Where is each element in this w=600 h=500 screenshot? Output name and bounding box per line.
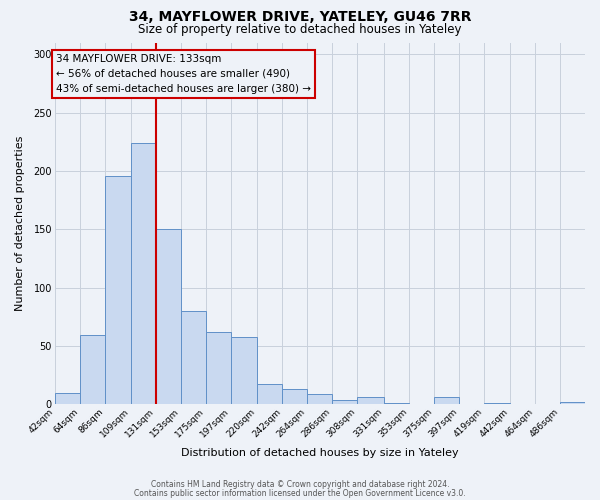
Bar bbox=[358, 398, 383, 404]
Y-axis label: Number of detached properties: Number of detached properties bbox=[15, 136, 25, 311]
Bar bbox=[156, 229, 181, 404]
Bar bbox=[434, 398, 458, 404]
Text: Size of property relative to detached houses in Yateley: Size of property relative to detached ho… bbox=[138, 22, 462, 36]
X-axis label: Distribution of detached houses by size in Yateley: Distribution of detached houses by size … bbox=[181, 448, 458, 458]
Bar bbox=[283, 389, 307, 404]
Bar bbox=[484, 403, 510, 404]
Bar bbox=[131, 143, 156, 405]
Bar bbox=[181, 311, 206, 404]
Bar bbox=[560, 402, 585, 404]
Bar bbox=[55, 392, 80, 404]
Bar bbox=[105, 176, 131, 404]
Bar bbox=[332, 400, 358, 404]
Bar bbox=[307, 394, 332, 404]
Bar bbox=[231, 336, 257, 404]
Text: 34 MAYFLOWER DRIVE: 133sqm
← 56% of detached houses are smaller (490)
43% of sem: 34 MAYFLOWER DRIVE: 133sqm ← 56% of deta… bbox=[56, 54, 311, 94]
Bar bbox=[383, 403, 409, 404]
Text: 34, MAYFLOWER DRIVE, YATELEY, GU46 7RR: 34, MAYFLOWER DRIVE, YATELEY, GU46 7RR bbox=[129, 10, 471, 24]
Bar bbox=[80, 336, 105, 404]
Text: Contains public sector information licensed under the Open Government Licence v3: Contains public sector information licen… bbox=[134, 489, 466, 498]
Bar bbox=[257, 384, 283, 404]
Text: Contains HM Land Registry data © Crown copyright and database right 2024.: Contains HM Land Registry data © Crown c… bbox=[151, 480, 449, 489]
Bar bbox=[206, 332, 231, 404]
